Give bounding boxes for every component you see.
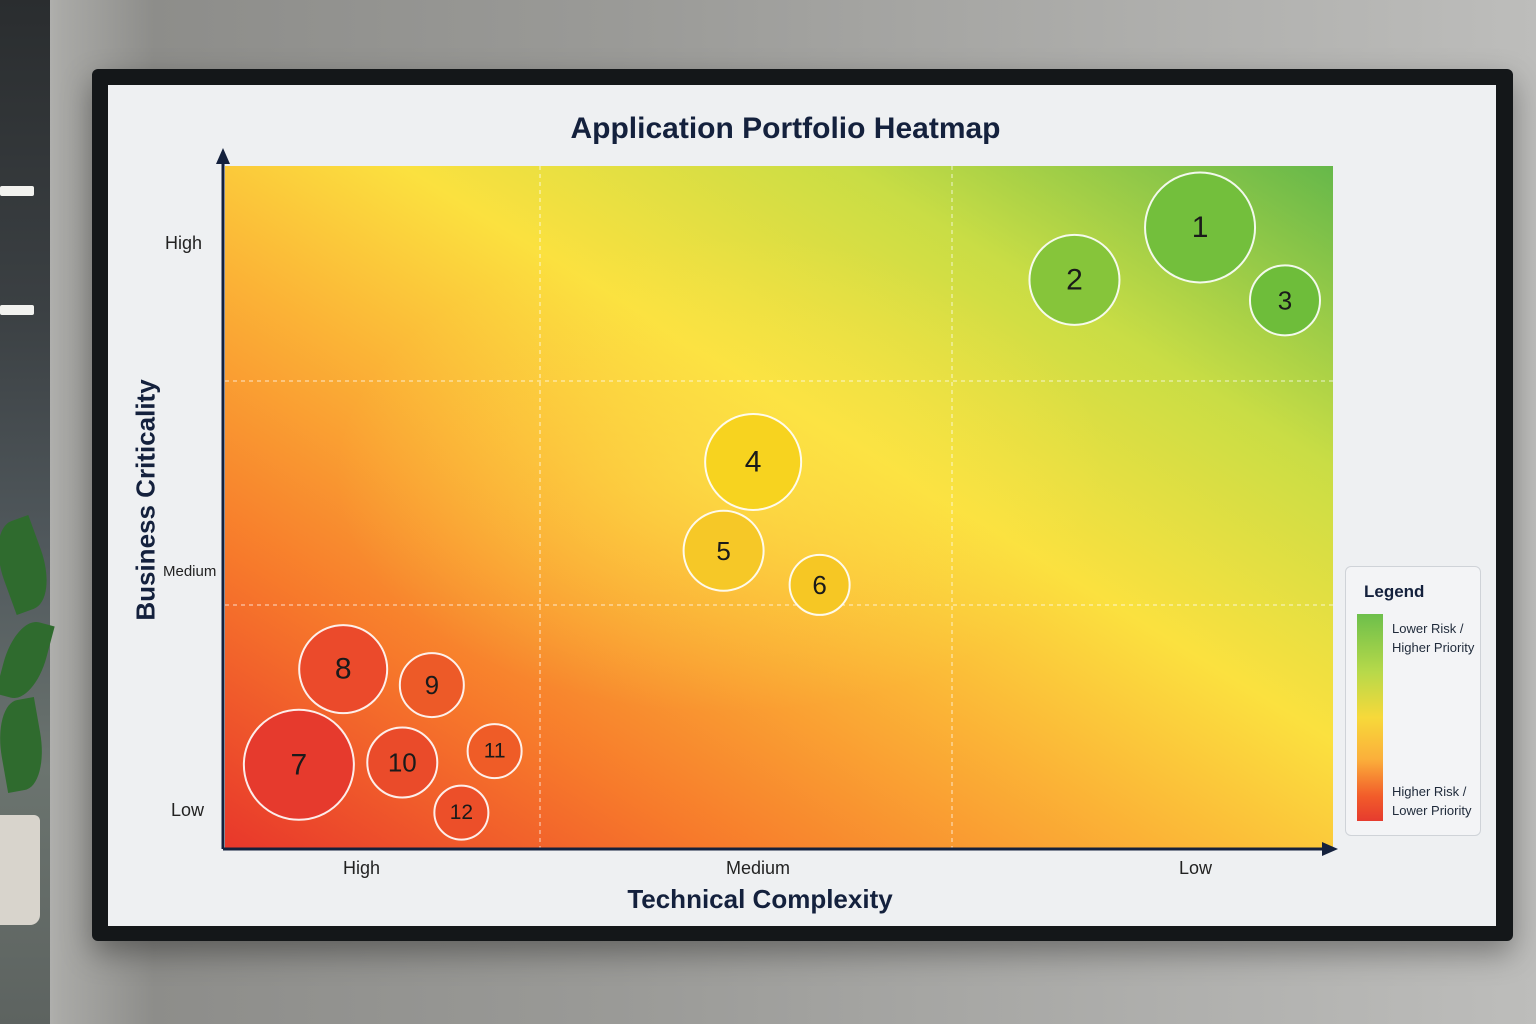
ceiling-light: [0, 186, 34, 196]
legend-bottom-label: Higher Risk / Lower Priority: [1392, 784, 1472, 818]
bubble-9[interactable]: [398, 652, 465, 719]
y-tick-label: Low: [171, 800, 205, 820]
bubble-label-6: 6: [812, 570, 826, 600]
bubble-6[interactable]: [788, 553, 851, 616]
bubble-label-1: 1: [1192, 211, 1209, 244]
ceiling-light: [0, 305, 34, 315]
bubble-5[interactable]: [682, 509, 765, 592]
chart-title: Application Portfolio Heatmap: [570, 112, 1001, 145]
bubble-label-9: 9: [425, 670, 439, 700]
bubble-label-8: 8: [335, 653, 352, 686]
bubble-label-4: 4: [745, 445, 762, 478]
bubble-label-3: 3: [1278, 285, 1292, 315]
x-tick-label: High: [343, 858, 381, 878]
y-tick-label: High: [165, 233, 203, 253]
bubble-4[interactable]: [704, 412, 803, 511]
bubble-label-12: 12: [450, 801, 473, 824]
bubble-label-5: 5: [716, 536, 730, 566]
legend-top-label: Lower Risk / Higher Priority: [1392, 621, 1475, 655]
y-axis-arrow: [216, 148, 230, 164]
bubble-7[interactable]: [242, 708, 355, 821]
bubble-12[interactable]: [433, 784, 490, 841]
x-axis-label: Technical Complexity: [627, 884, 893, 914]
plant-pot: [0, 815, 40, 925]
bubble-10[interactable]: [366, 726, 439, 799]
x-axis-arrow: [1322, 842, 1338, 856]
grid-lines: [225, 166, 1333, 849]
background-wall-left: [0, 0, 60, 1024]
y-axis-label-text: Business Criticality: [130, 379, 161, 621]
legend-title: Legend: [1364, 582, 1425, 601]
bubble-label-2: 2: [1066, 263, 1083, 296]
bubble-1[interactable]: [1144, 171, 1257, 284]
y-tick-label: Medium: [163, 563, 217, 580]
bubble-label-7: 7: [291, 748, 308, 781]
x-tick-label: Medium: [726, 858, 791, 878]
bubble-label-11: 11: [484, 740, 506, 763]
bubble-8[interactable]: [298, 624, 389, 715]
bubble-2[interactable]: [1028, 233, 1121, 326]
legend-color-scale: [1357, 614, 1383, 821]
bubble-3[interactable]: [1248, 264, 1321, 337]
x-tick-label: Low: [1179, 858, 1213, 878]
bubble-11[interactable]: [466, 723, 523, 780]
bubble-label-10: 10: [388, 747, 417, 777]
legend: Legend Lower Risk / Higher Priority High…: [1345, 566, 1481, 836]
